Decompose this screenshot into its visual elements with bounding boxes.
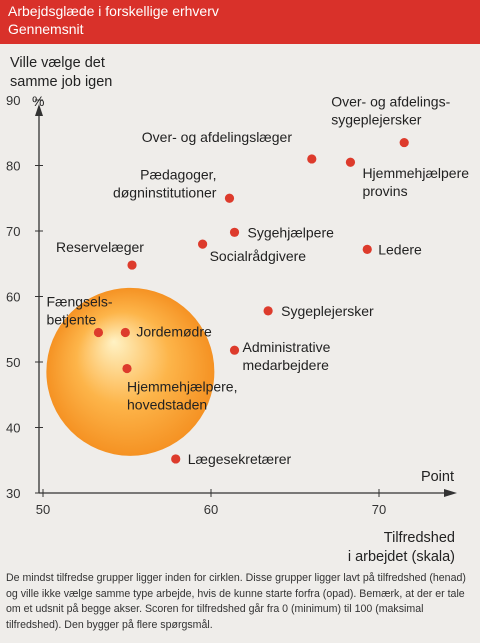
- data-point: [120, 327, 130, 338]
- x-axis-arrow: [444, 489, 457, 497]
- data-point: [224, 193, 235, 203]
- data-point: [93, 327, 104, 338]
- point-label: Sygeplejersker: [281, 303, 374, 319]
- x-axis-unit: Point: [421, 469, 454, 485]
- y-tick-label: 50: [6, 355, 20, 370]
- data-point: [362, 244, 372, 254]
- data-point: [307, 154, 317, 164]
- point-label: Reservelæger: [56, 239, 144, 255]
- highlight-circle: [46, 287, 215, 456]
- y-tick-label: 70: [6, 224, 20, 239]
- data-point: [229, 227, 240, 237]
- y-tick-label: 60: [6, 290, 20, 305]
- data-point: [229, 345, 240, 355]
- data-point: [263, 306, 273, 316]
- y-tick-label: 40: [6, 421, 20, 436]
- y-axis-unit: %: [32, 93, 44, 109]
- point-label: Over- og afdelings-sygeplejersker: [331, 94, 450, 128]
- y-axis-title-line-2: samme job igen: [10, 74, 113, 90]
- point-label: Hjemmehjælpere, hovedstaden: [127, 379, 237, 413]
- data-point: [399, 137, 409, 148]
- point-label: Fængsels-betjente: [46, 294, 112, 328]
- point-label: Socialrådgivere: [210, 248, 307, 264]
- x-tick-label: 70: [372, 502, 386, 517]
- point-label: Administrative medarbejdere: [243, 339, 331, 373]
- point-label: Lægesekretærer: [188, 451, 292, 467]
- y-tick-label: 30: [6, 486, 20, 501]
- y-tick-label: 80: [6, 159, 20, 174]
- y-axis-title: Ville vælge det samme job igen: [10, 54, 210, 92]
- chart-title: Arbejdsglæde i forskellige erhverv: [8, 3, 219, 19]
- x-axis-title-line-1: Tilfredshed: [383, 530, 455, 546]
- data-point: [171, 454, 181, 464]
- point-label: Ledere: [378, 241, 422, 257]
- point-label: Jordemødre: [136, 324, 212, 340]
- x-tick-label: 60: [204, 502, 218, 517]
- y-axis-arrow: [35, 104, 43, 116]
- x-axis-title-line-2: i arbejdet (skala): [347, 549, 455, 565]
- x-tick-label: 50: [36, 502, 50, 517]
- data-point: [127, 260, 137, 270]
- data-point: [345, 157, 356, 167]
- y-tick-label: 90: [6, 93, 20, 108]
- y-axis-title-line-1: Ville vælge det: [10, 55, 105, 71]
- point-label: Over- og afdelingslæger: [142, 129, 293, 145]
- point-label: Hjemmehjælpere provins: [362, 165, 469, 199]
- chart-caption: De mindst tilfredse grupper ligger inden…: [6, 572, 466, 631]
- x-axis-title: Tilfredshed i arbejdet (skala): [300, 529, 455, 567]
- scatter-chart: % Point 30 40 50 60 70 80 90 50 60 70 Over- og afdel…: [6, 93, 469, 517]
- data-point: [122, 363, 132, 374]
- point-label: Pædagoger, døgninstitutioner: [113, 166, 217, 200]
- chart-subtitle: Gennemsnit: [8, 21, 84, 37]
- title-bar: Arbejdsglæde i forskellige erhverv Genne…: [0, 0, 480, 44]
- data-point: [198, 239, 208, 249]
- point-label: Sygehjælpere: [248, 224, 335, 240]
